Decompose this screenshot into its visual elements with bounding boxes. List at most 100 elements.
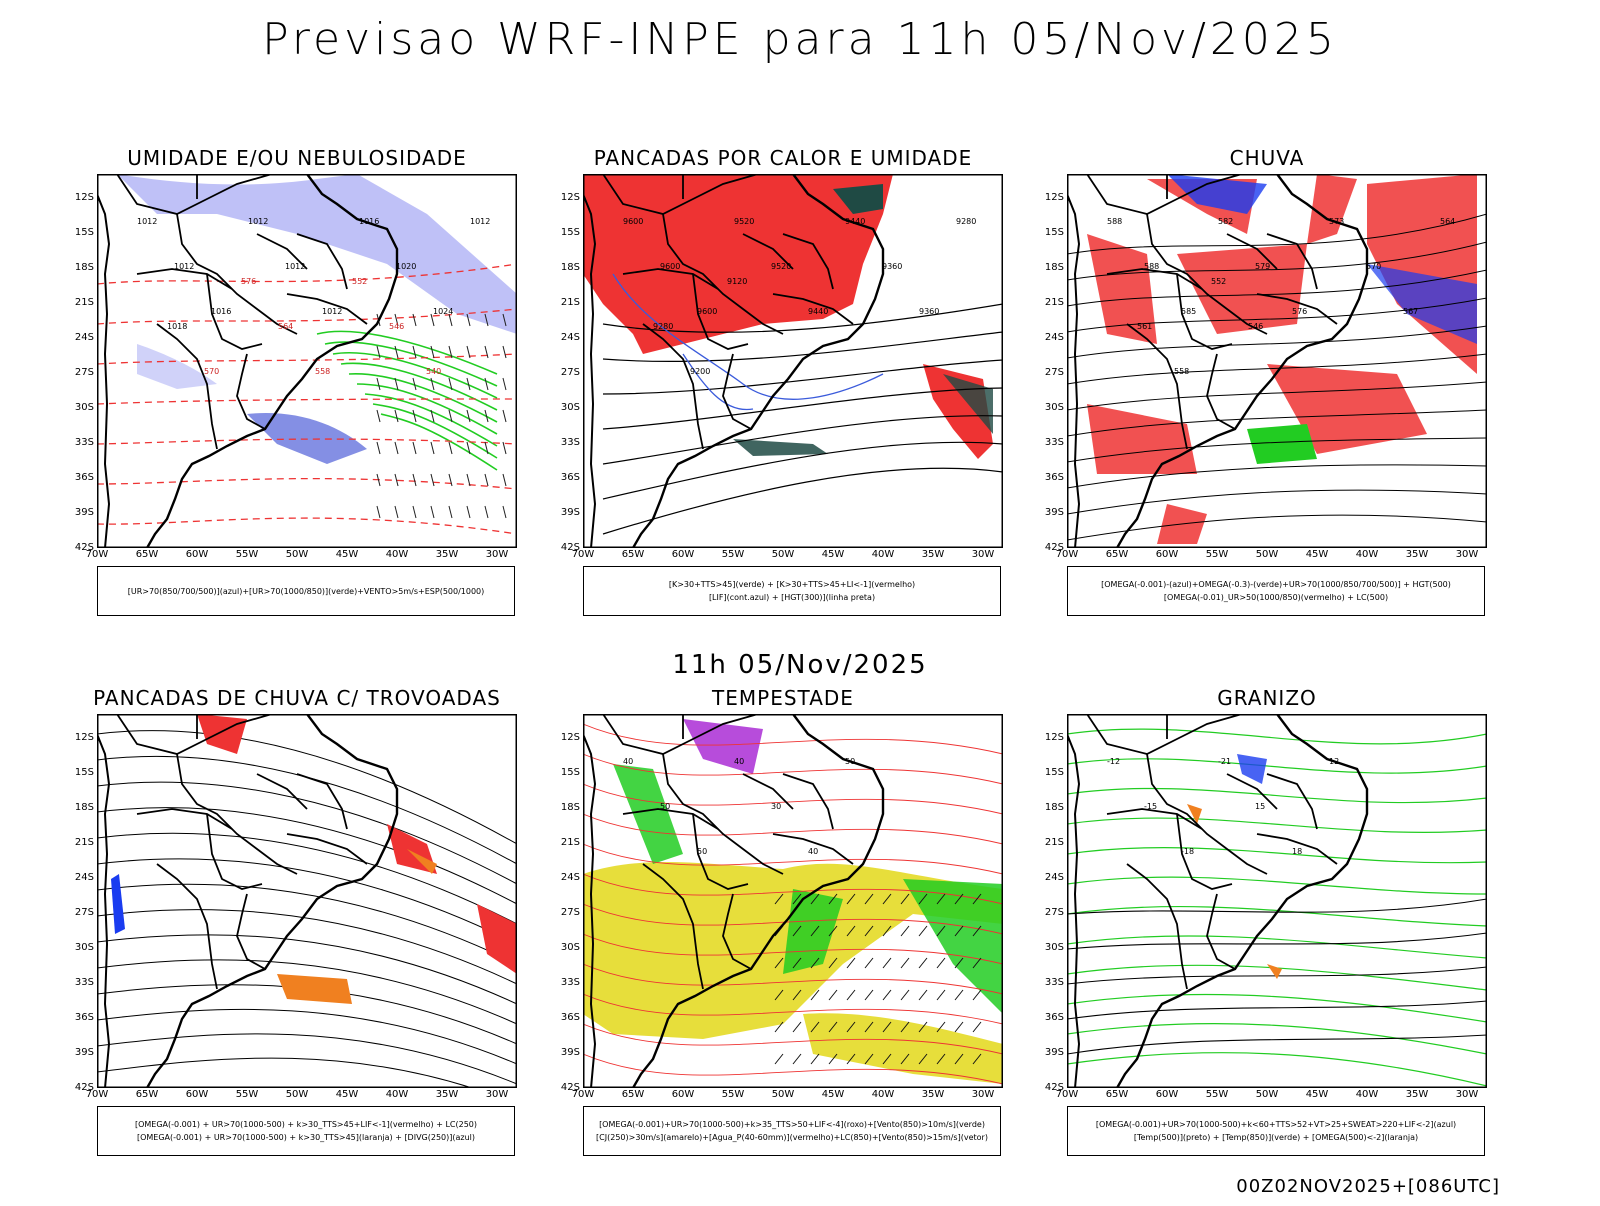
wind-vector <box>412 409 417 423</box>
state-border <box>1256 833 1338 865</box>
panel-pancadas-calor: PANCADAS POR CALOR E UMIDADE 12S 15S 18S 21S… <box>548 146 1018 666</box>
state-border <box>1086 174 1243 215</box>
legend-line: [LIF](cont.azul) + [HGT(300)](linha pret… <box>708 593 876 602</box>
height-contour <box>602 303 1003 333</box>
longitude-label: 30W <box>485 1089 509 1100</box>
contour-label: 50 <box>845 757 855 766</box>
contour-label: 579 <box>1255 262 1270 271</box>
latitude-label: 27S <box>560 907 580 918</box>
latitude-label: 27S <box>560 367 580 378</box>
state-border <box>136 268 233 290</box>
state-border <box>1226 233 1278 270</box>
latitude-label: 39S <box>560 1047 580 1058</box>
height-contour <box>602 441 1003 500</box>
longitude-label: 45W <box>1305 549 1329 560</box>
legend-line: [CJ(250)>30m/s](amarelo)+[Agua_P(40-60mm… <box>596 1133 988 1142</box>
wind-vector <box>412 441 417 455</box>
contour-label: -21 <box>1218 757 1231 766</box>
wind-vector <box>882 925 892 937</box>
wind-vector <box>936 1021 946 1033</box>
wind-vector <box>864 957 874 969</box>
contour-label: 1024 <box>433 307 453 316</box>
longitude-label: 45W <box>821 1089 845 1100</box>
wind-vector <box>810 989 820 1001</box>
streamline <box>97 909 517 985</box>
wind-vector <box>828 1021 838 1033</box>
wind-vector <box>900 957 910 969</box>
latitude-label: 33S <box>1044 977 1064 988</box>
map-area: 1012 1012 1016 1012 1012 1012 1016 1020 1024 1012… <box>97 174 517 548</box>
latitude-label: 33S <box>74 437 94 448</box>
wind-vector <box>448 473 453 487</box>
latitude-label: 33S <box>560 977 580 988</box>
map-area <box>97 714 517 1088</box>
temp-850-contour <box>1067 758 1487 774</box>
panel-legend: [K>30+TTS>45](verde) + [K>30+TTS>45+LI<-… <box>583 566 1001 616</box>
temp-850-contour <box>1067 1052 1487 1087</box>
latitude-label: 21S <box>74 297 94 308</box>
temp-850-contour <box>1067 787 1487 804</box>
latitude-label: 30S <box>560 402 580 413</box>
contour-label: 588 <box>1144 262 1159 271</box>
wind-vector <box>430 345 435 359</box>
wind-vector <box>828 1053 838 1065</box>
humidity-low-contour <box>324 341 498 387</box>
wind-850-area <box>903 879 1003 1014</box>
height-contour <box>602 331 1003 363</box>
temp-850-contour <box>1067 817 1487 833</box>
longitude-label: 40W <box>385 549 409 560</box>
wind-vector <box>936 1053 946 1065</box>
state-border <box>1146 753 1268 875</box>
water-contour <box>583 993 1003 1025</box>
thickness-contour <box>97 438 517 445</box>
run-footer: 00Z02NOV2025+[086UTC] <box>1236 1176 1500 1197</box>
streamline <box>1067 353 1487 385</box>
streamline <box>97 832 517 925</box>
wind-vector <box>394 505 399 519</box>
wind-vector <box>810 925 820 937</box>
latitude-label: 33S <box>1044 437 1064 448</box>
wind-vector <box>864 989 874 1001</box>
latitude-label: 33S <box>560 437 580 448</box>
map-frame <box>97 714 517 1088</box>
wind-vector <box>918 1053 928 1065</box>
storm-area <box>683 719 763 774</box>
latitude-label: 27S <box>74 367 94 378</box>
temp-850-contour <box>1067 935 1487 959</box>
wind-vector <box>376 409 381 423</box>
contour-label: 18 <box>1292 847 1302 856</box>
contour-label: 9280 <box>653 322 673 331</box>
streamline <box>1067 409 1487 437</box>
panel-legend: [UR>70(850/700/500)](azul)+[UR>70(1000/8… <box>97 566 515 616</box>
wind-vector <box>900 989 910 1001</box>
state-border <box>206 813 263 890</box>
wind-vector <box>376 377 381 391</box>
contour-label: 540 <box>426 367 441 376</box>
wind-vector <box>882 957 892 969</box>
contour-label: 1020 <box>396 262 416 271</box>
wind-vector <box>918 893 928 905</box>
longitude-label: 30W <box>971 1089 995 1100</box>
wind-vector <box>394 441 399 455</box>
panel-legend: [OMEGA(-0.001)+UR>70(1000-500)+k<60+TTS>… <box>1067 1106 1485 1156</box>
contour-label: 9200 <box>690 367 710 376</box>
wind-vector <box>502 441 507 455</box>
contour-label: 9440 <box>808 307 828 316</box>
wind-vector <box>882 1053 892 1065</box>
wind-vector <box>430 505 435 519</box>
contour-label: 588 <box>1107 217 1122 226</box>
state-border <box>772 833 854 865</box>
wind-vector <box>376 505 381 519</box>
wind-vector <box>972 1021 982 1033</box>
rain-area <box>1087 404 1197 474</box>
wind-vector <box>954 957 964 969</box>
contour-label: 9520 <box>734 217 754 226</box>
state-border <box>1266 773 1318 830</box>
humidity-low-contour <box>372 403 498 459</box>
latitude-label: 39S <box>74 507 94 518</box>
streamline <box>1067 489 1487 515</box>
wind-vector <box>502 473 507 487</box>
wind-vector <box>954 893 964 905</box>
wind-vector <box>394 473 399 487</box>
latitude-label: 15S <box>1044 767 1064 778</box>
